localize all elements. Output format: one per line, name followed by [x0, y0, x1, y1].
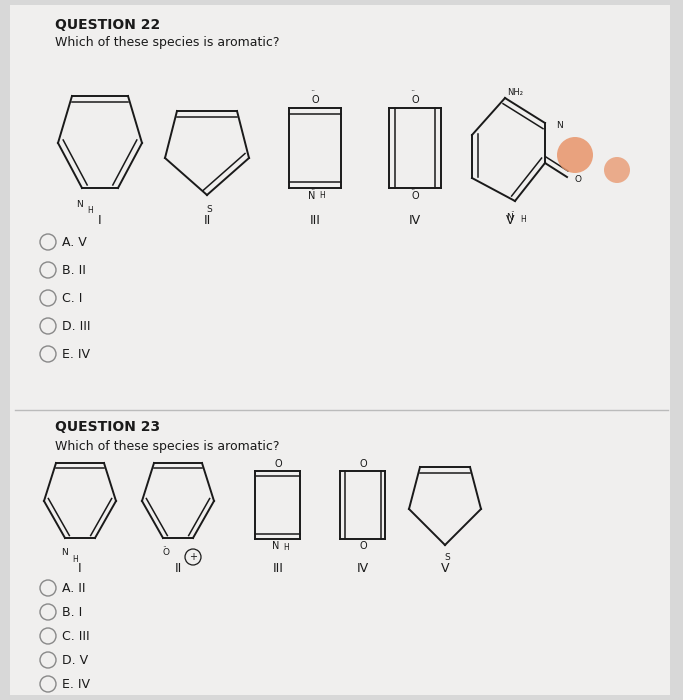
Text: N: N [507, 213, 514, 222]
Text: ··: ·· [310, 88, 316, 97]
Text: QUESTION 22: QUESTION 22 [55, 18, 161, 32]
Text: IV: IV [357, 561, 369, 575]
Text: N: N [76, 200, 83, 209]
Text: H: H [283, 543, 289, 552]
Text: +: + [189, 552, 197, 562]
Text: II: II [174, 561, 182, 575]
Text: O: O [359, 541, 367, 551]
Text: S: S [444, 553, 450, 562]
Text: IV: IV [409, 214, 421, 227]
Text: H: H [72, 555, 78, 564]
Text: B. I: B. I [62, 606, 82, 619]
Text: C. I: C. I [62, 291, 83, 304]
Text: N: N [556, 120, 563, 130]
Text: N: N [61, 548, 68, 557]
Text: O: O [411, 191, 419, 201]
Text: O: O [575, 176, 582, 185]
Text: H: H [520, 215, 526, 224]
Text: ··: ·· [410, 186, 416, 195]
Text: ··: ·· [163, 543, 167, 552]
Text: I: I [98, 214, 102, 227]
Text: O: O [411, 95, 419, 105]
Text: QUESTION 23: QUESTION 23 [55, 420, 160, 434]
Text: III: III [273, 561, 283, 575]
Text: O: O [274, 459, 282, 469]
Circle shape [604, 157, 630, 183]
Text: Which of these species is aromatic?: Which of these species is aromatic? [55, 440, 279, 453]
Text: A. II: A. II [62, 582, 85, 594]
Text: E. IV: E. IV [62, 347, 90, 360]
Text: E. IV: E. IV [62, 678, 90, 690]
Text: O: O [311, 95, 319, 105]
Text: ··: ·· [511, 208, 516, 217]
Text: I: I [78, 561, 82, 575]
FancyBboxPatch shape [10, 5, 670, 695]
Text: S: S [206, 205, 212, 214]
Text: A. V: A. V [62, 235, 87, 248]
Text: N: N [273, 541, 279, 551]
Text: H: H [319, 192, 325, 200]
Text: O: O [163, 548, 169, 557]
Text: V: V [505, 214, 514, 227]
Text: ··: ·· [410, 88, 416, 97]
Text: B. II: B. II [62, 263, 86, 276]
Text: III: III [309, 214, 320, 227]
Text: N: N [308, 191, 316, 201]
Text: NH₂: NH₂ [507, 88, 523, 97]
Text: II: II [204, 214, 210, 227]
Text: C. III: C. III [62, 629, 89, 643]
Text: D. III: D. III [62, 319, 91, 332]
Text: H: H [87, 206, 93, 215]
Text: D. V: D. V [62, 654, 88, 666]
Text: ··: ·· [310, 186, 316, 195]
Text: O: O [359, 459, 367, 469]
Text: Which of these species is aromatic?: Which of these species is aromatic? [55, 36, 279, 49]
Circle shape [557, 137, 593, 173]
Text: V: V [441, 561, 449, 575]
